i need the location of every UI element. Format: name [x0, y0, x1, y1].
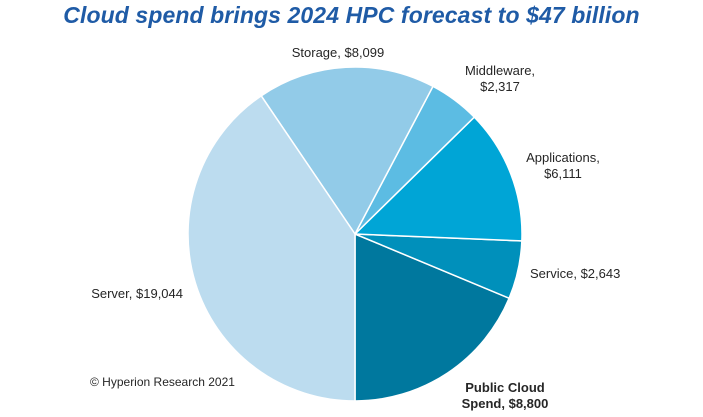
- slice-label-public-cloud-spend: Public Cloud Spend, $8,800: [462, 380, 549, 411]
- slice-label-middleware: Middleware, $2,317: [465, 63, 535, 94]
- slice-label-server: Server, $19,044: [91, 286, 183, 301]
- pie-slice-storage: [260, 66, 435, 236]
- slice-label-service: Service, $2,643: [530, 266, 620, 281]
- chart-title: Cloud spend brings 2024 HPC forecast to …: [63, 2, 640, 28]
- slice-label-applications: Applications, $6,111: [526, 150, 600, 181]
- pie-slice-public-cloud-spend: [354, 232, 511, 402]
- slice-label-storage: Storage, $8,099: [292, 45, 385, 60]
- copyright-note: © Hyperion Research 2021: [90, 375, 235, 389]
- pie-slice-applications: [353, 116, 523, 242]
- pie-slice-server: [187, 94, 356, 402]
